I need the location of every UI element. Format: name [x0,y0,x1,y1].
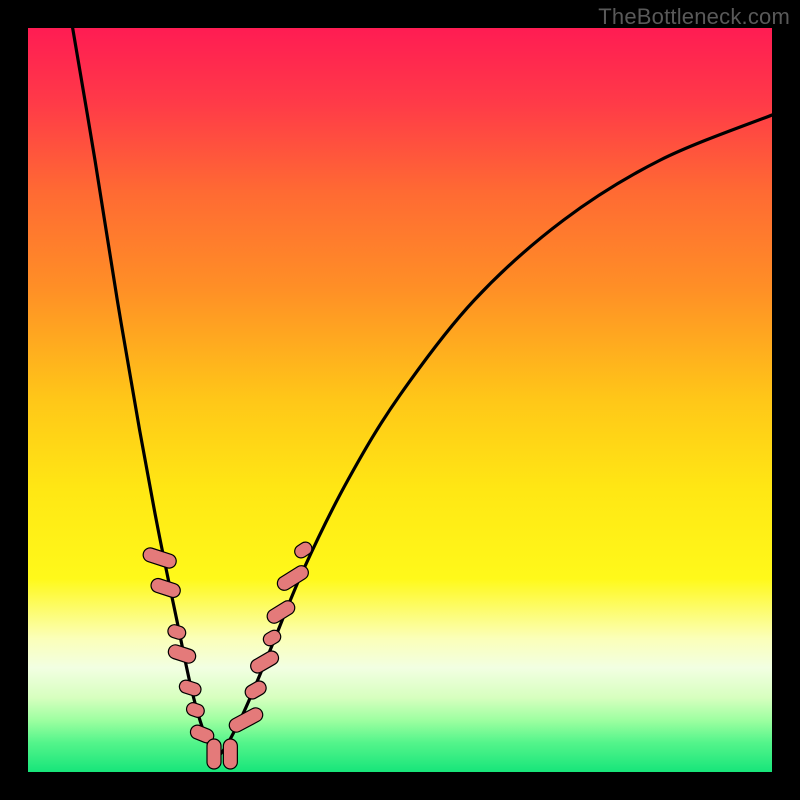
bottleneck-curve-chart [0,0,800,800]
watermark-text: TheBottleneck.com [598,4,790,30]
data-marker [207,739,221,769]
gradient-background [28,28,772,772]
chart-canvas: TheBottleneck.com [0,0,800,800]
data-marker [223,739,237,769]
